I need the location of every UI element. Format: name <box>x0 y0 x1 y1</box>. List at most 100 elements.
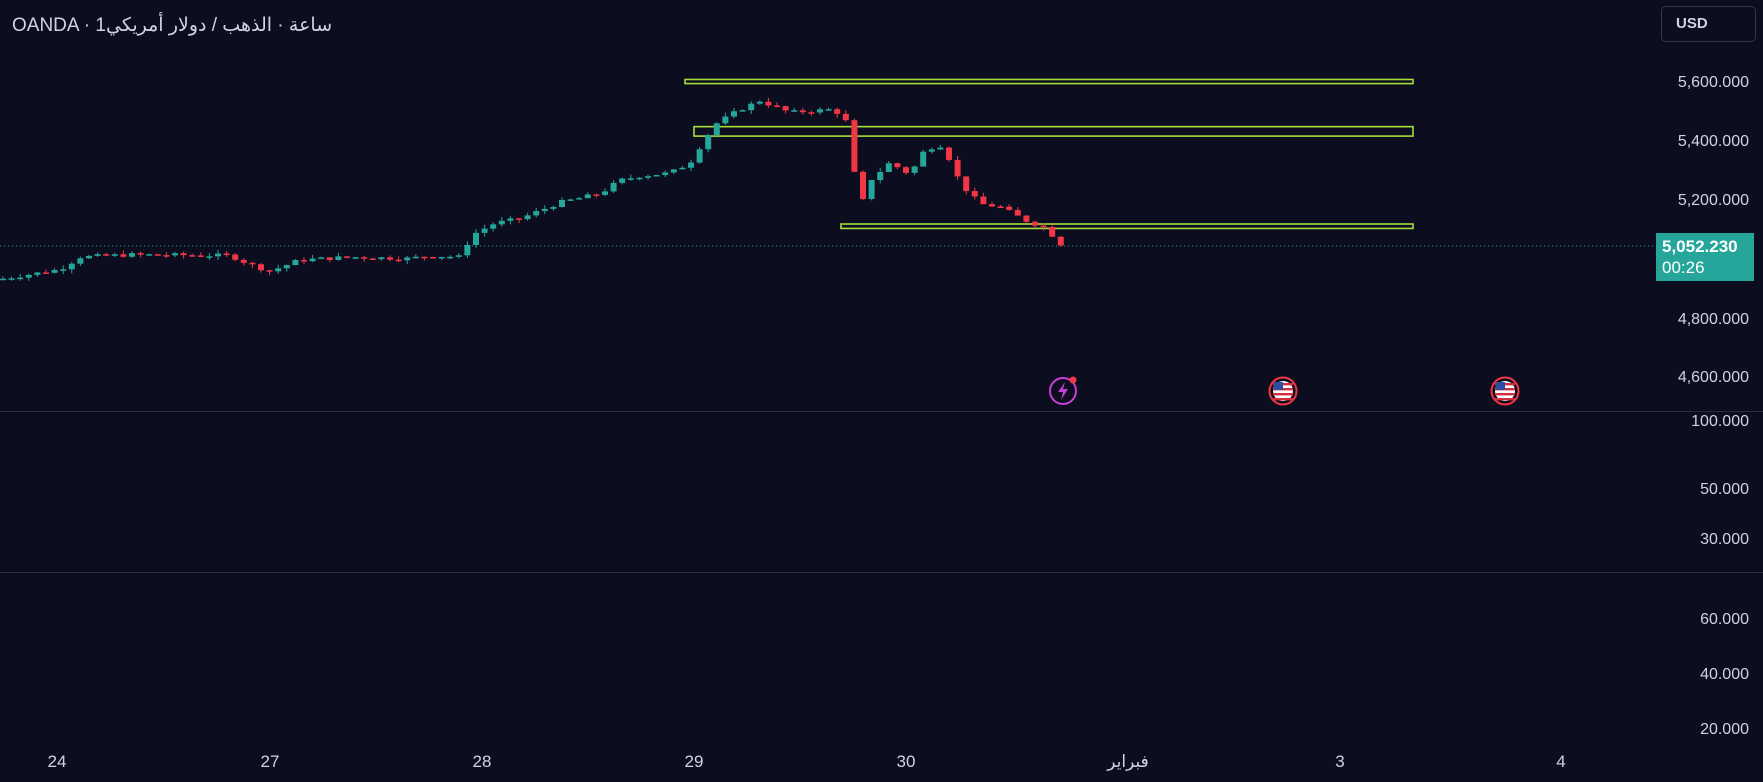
price-tick: 5,600.000 <box>1677 74 1749 91</box>
time-tick: 24 <box>47 752 67 771</box>
candle-body <box>1006 206 1013 210</box>
candle-body <box>516 218 522 220</box>
candle-body <box>17 277 24 280</box>
candle-body <box>696 149 703 163</box>
candle-body <box>937 147 944 150</box>
candle-body <box>275 268 282 272</box>
time-tick: فبراير <box>1107 752 1149 771</box>
resistance-zone-mid[interactable] <box>693 125 1414 137</box>
symbol-title[interactable]: OANDA · 1ساعة · الذهب / دولار أمريكي <box>12 15 333 36</box>
candle-body <box>189 255 196 257</box>
candle-body <box>584 194 591 199</box>
zones-layer[interactable] <box>684 78 1414 230</box>
candle-body <box>662 172 669 175</box>
candle-body <box>206 256 213 258</box>
pane-divider[interactable] <box>0 572 1763 573</box>
lightning-event-icon[interactable] <box>1048 376 1078 406</box>
candle-body <box>481 228 488 233</box>
candle-body <box>51 270 58 273</box>
candle-body <box>335 256 342 260</box>
last-price-value: 5,052.230 <box>1662 237 1738 256</box>
candle-body <box>352 257 359 259</box>
us-flag-event-icon[interactable] <box>1268 376 1298 406</box>
candle-body <box>94 254 101 256</box>
candle-body <box>455 255 462 257</box>
candle-body <box>137 253 144 255</box>
candle-body <box>412 256 419 259</box>
candle-body <box>464 244 471 256</box>
candle-body <box>318 257 325 259</box>
bar-countdown: 00:26 <box>1662 258 1705 277</box>
time-tick: 4 <box>1556 752 1566 771</box>
candle-body <box>404 257 411 261</box>
candle-body <box>34 272 41 275</box>
candle-body <box>180 253 187 256</box>
candle-body <box>593 194 600 196</box>
candle-body <box>834 109 841 114</box>
candle-body <box>249 262 256 265</box>
candle-body <box>223 253 230 256</box>
candle-body <box>817 109 823 113</box>
support-zone[interactable] <box>840 223 1414 230</box>
candle-body <box>903 167 909 173</box>
candle-body <box>1057 236 1064 246</box>
candle-body <box>524 215 531 220</box>
candle-body <box>292 260 299 266</box>
candle-body <box>782 106 789 111</box>
candle-body <box>490 224 497 229</box>
candle-body <box>567 199 574 201</box>
candle-body <box>645 176 651 178</box>
us-flag-event-icon[interactable] <box>1490 376 1520 406</box>
candle-body <box>301 260 307 262</box>
candle-body <box>283 265 290 269</box>
candle-body <box>146 254 153 256</box>
candle-body <box>1040 225 1047 228</box>
candle-body <box>25 274 32 278</box>
candle-body <box>731 111 737 117</box>
currency-button[interactable]: USD <box>1661 6 1756 42</box>
candle-body <box>1032 221 1038 226</box>
candle-body <box>266 270 273 272</box>
candle-body <box>713 123 720 135</box>
candle-body <box>120 254 127 257</box>
candle-body <box>860 171 866 199</box>
candle-body <box>60 269 67 271</box>
candle-body <box>851 120 858 172</box>
price-tick: 5,200.000 <box>1677 192 1749 209</box>
candle-body <box>77 258 84 264</box>
candle-body <box>894 163 901 168</box>
candle-body <box>971 191 978 197</box>
pane-divider[interactable] <box>0 411 1763 412</box>
candle-body <box>86 255 92 259</box>
candle-body <box>989 204 995 207</box>
candle-body <box>232 254 239 260</box>
candle-body <box>636 177 643 180</box>
candle-body <box>447 256 454 259</box>
candle-body <box>430 256 436 259</box>
candle-body <box>473 232 479 245</box>
candle-body <box>369 258 376 261</box>
candle-body <box>799 110 806 113</box>
price-tick: 4,800.000 <box>1677 311 1749 328</box>
indicator-tick: 20.000 <box>1700 721 1749 738</box>
candle-body <box>172 253 178 256</box>
price-tick: 4,600.000 <box>1677 369 1749 386</box>
resistance-zone-top[interactable] <box>684 78 1414 85</box>
candle-body <box>791 110 798 112</box>
indicator-tick: 100.000 <box>1691 413 1749 430</box>
candle-body <box>627 178 634 180</box>
candle-body <box>309 258 316 262</box>
candle-body <box>215 253 221 257</box>
candle-body <box>670 169 677 173</box>
time-tick: 29 <box>684 752 704 771</box>
candle-body <box>387 257 393 260</box>
candle-body <box>43 272 49 274</box>
candle-body <box>774 105 780 107</box>
candle-body <box>980 196 987 205</box>
candle-body <box>722 116 729 124</box>
candle-body <box>395 259 402 262</box>
candle-body <box>954 159 961 177</box>
candle-body <box>533 211 540 216</box>
candles-layer <box>0 97 1064 281</box>
